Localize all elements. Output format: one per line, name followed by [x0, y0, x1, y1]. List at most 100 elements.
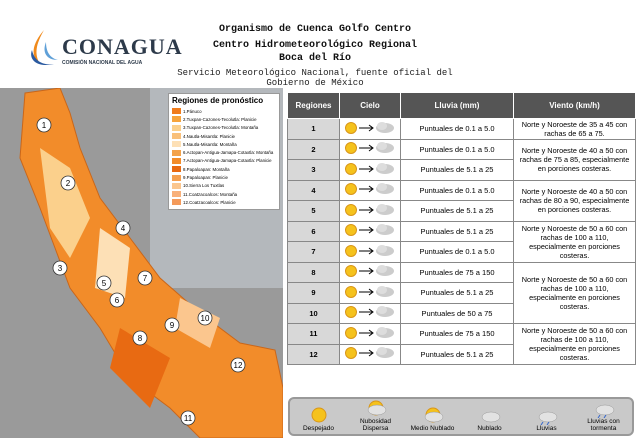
region-cell: 5 — [287, 200, 340, 222]
sky-icon — [345, 244, 394, 257]
wind-cell: Norte y Noroeste de 50 a 60 con rachas d… — [513, 220, 636, 263]
rain-cell: Puntuales de 0.1 a 5.0 — [400, 241, 514, 263]
region-marker — [60, 175, 76, 191]
sky-icon — [345, 326, 394, 339]
sky-cell — [339, 159, 401, 181]
rain-cell: Puntuales de 5.1 a 25 — [400, 159, 514, 181]
region-marker-label: 6 — [115, 296, 120, 305]
region-marker-label: 1 — [42, 121, 47, 130]
legend-swatch — [172, 199, 181, 206]
region-marker-label: 7 — [143, 274, 148, 283]
region-marker — [52, 260, 68, 276]
legend-label: 5.Nautla-Misantla: Montaña — [183, 141, 237, 147]
region-cell: 2 — [287, 138, 340, 160]
sky-legend-item: Nubosidad Dispersa — [349, 398, 403, 432]
region-cell: 3 — [287, 159, 340, 181]
sky-icon — [345, 306, 394, 319]
sky-cell — [339, 282, 401, 304]
legend-item: 12.Coatzacoalcos: Planicie — [172, 198, 276, 206]
legend-label: 12.Coatzacoalcos: Planicie — [183, 199, 236, 205]
sky-cell — [339, 179, 401, 201]
table-header: Regiones — [287, 92, 340, 119]
sky-legend: Despejado Nubosidad Dispersa Medio Nublado… — [288, 397, 634, 436]
rain-cell: Puntuales de 0.1 a 5.0 — [400, 179, 514, 201]
wind-cell: Norte y Noroeste de 40 a 50 con rachas d… — [513, 179, 636, 222]
forecast-table: Regiones Cielo Lluvia (mm) Viento (km/h) 1 Pu… — [287, 92, 636, 365]
rain-cell: Puntuales de 75 a 150 — [400, 323, 514, 345]
region-marker-label: 8 — [138, 334, 143, 343]
table-row: 11 Puntuales de 75 a 150 Norte y Noroeste … — [287, 323, 636, 365]
legend-label: 6.Actopan-Antigua-Jamapa-Cotaxtla: Monta… — [183, 150, 274, 156]
logo-subtitle: COMISIÓN NACIONAL DEL AGUA — [62, 60, 143, 66]
sky-legend-icon — [595, 404, 614, 418]
legend-label: 7.Actopan-Antigua-Jamapa-Cotaxtla: Plani… — [183, 158, 272, 164]
legend-item: 1.Pánuco — [172, 107, 276, 115]
region-cell: 6 — [287, 220, 340, 242]
wind-cell: Norte y Noroeste de 50 a 60 con rachas d… — [513, 261, 636, 324]
legend-label: 8.Papaloapan: Montaña — [183, 166, 230, 172]
legend-swatch — [172, 149, 181, 156]
region-marker-label: 5 — [102, 279, 107, 288]
legend-swatch — [172, 174, 181, 181]
legend-item: 3.Tuxpan-Cazones-Tecolutla: Montaña — [172, 124, 276, 132]
region-marker — [164, 317, 180, 333]
legend-item: 6.Actopan-Antigua-Jamapa-Cotaxtla: Monta… — [172, 148, 276, 156]
sky-cell — [339, 323, 401, 345]
sky-cell — [339, 302, 401, 324]
legend-label: 11.Coatzacoalcos: Montaña — [183, 191, 238, 197]
legend-label: 3.Tuxpan-Cazones-Tecolutla: Montaña — [183, 125, 259, 131]
region-marker-label: 12 — [234, 361, 243, 370]
legend-label: 1.Pánuco — [183, 108, 202, 114]
title-line: Centro Hidrometeorológico Regional — [212, 40, 418, 51]
sky-legend-item: Nublado — [463, 405, 517, 432]
legend-swatch — [172, 157, 181, 164]
table-row: 6 Puntuales de 5.1 a 25 Norte y Noroeste d… — [287, 220, 636, 263]
region-cell: 1 — [287, 118, 340, 140]
sky-legend-item: Despejado — [292, 405, 346, 432]
title-line: Boca del Río — [278, 53, 351, 64]
rain-cell: Puntuales de 5.1 a 25 — [400, 343, 514, 365]
region-marker — [230, 357, 246, 373]
legend-label: 4.Nautla-Misantla: Planicie — [183, 133, 235, 139]
legend-swatch — [172, 191, 181, 198]
region-marker — [115, 220, 131, 236]
legend-item: 4.Nautla-Misantla: Planicie — [172, 132, 276, 140]
logo-text: CONAGUA — [62, 34, 183, 59]
region-marker-label: 9 — [170, 321, 175, 330]
sky-icon — [345, 203, 394, 216]
wind-cell: Norte y Noroeste de 50 a 60 con rachas d… — [513, 323, 636, 365]
sky-cell — [339, 343, 401, 365]
sky-legend-label: Medio Nublado — [410, 425, 455, 432]
sky-cell — [339, 138, 401, 160]
legend-title: Regiones de pronóstico — [172, 96, 264, 105]
legend-swatch — [172, 124, 181, 131]
sky-cell — [339, 220, 401, 242]
table-row: 9 Puntuales de 5.1 a 25 — [287, 282, 636, 304]
sky-icon — [345, 121, 394, 134]
sky-legend-icon — [424, 407, 443, 423]
sky-cell — [339, 118, 401, 140]
legend-item: 11.Coatzacoalcos: Montaña — [172, 190, 276, 198]
legend-item: 5.Nautla-Misantla: Montaña — [172, 140, 276, 148]
region-marker — [36, 117, 52, 133]
legend-swatch — [172, 141, 181, 148]
legend-item: 7.Actopan-Antigua-Jamapa-Cotaxtla: Plani… — [172, 157, 276, 165]
table-row: 8 Puntuales de 75 a 150 Norte y Noroeste d… — [287, 261, 636, 324]
sky-icon — [345, 162, 394, 175]
region-marker-label: 2 — [66, 179, 71, 188]
legend-label: 2.Tuxpan-Cazones-Tecolutla: Planicie — [183, 116, 257, 122]
sky-legend-icon — [481, 411, 500, 423]
sky-legend-icon — [311, 407, 326, 423]
subtitle: Servicio Meteorológico Nacional, fuente … — [177, 68, 453, 88]
legend-label: 9.Papaloapan: Planicie — [183, 175, 228, 181]
region-marker — [180, 410, 196, 426]
sky-icon — [345, 183, 394, 196]
region-cell: 11 — [287, 323, 340, 345]
wind-cell: Norte y Noroeste de 40 a 50 con rachas d… — [513, 138, 636, 181]
rain-cell: Puntuales de 0.1 a 5.0 — [400, 118, 514, 140]
table-header: Cielo — [339, 92, 401, 119]
region-marker — [197, 310, 213, 326]
table-row: 2 Puntuales de 0.1 a 5.0 Norte y Noroeste … — [287, 138, 636, 181]
sky-cell — [339, 200, 401, 222]
